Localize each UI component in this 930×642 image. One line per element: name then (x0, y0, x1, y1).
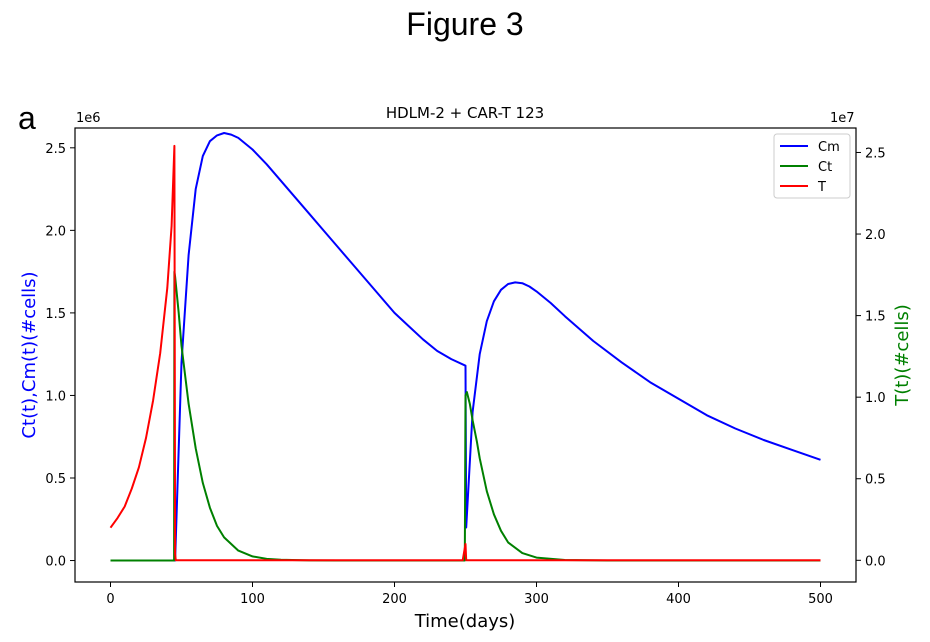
panel-letter: a (18, 100, 36, 136)
figure-title: Figure 3 (406, 6, 524, 42)
x-tick-label: 400 (666, 592, 691, 607)
x-tick-label: 0 (106, 592, 114, 607)
y-left-tick-label: 2.0 (45, 224, 66, 239)
chart-title: HDLM-2 + CAR-T 123 (386, 104, 544, 122)
y-left-tick-label: 1.0 (45, 389, 66, 404)
y-right-tick-label: 2.0 (865, 228, 886, 243)
left-axis-offset-label: 1e6 (76, 111, 101, 126)
legend-label-t: T (817, 180, 826, 195)
series-line-cm (110, 132, 821, 562)
legend-box (773, 133, 851, 199)
legend-label-ct: Ct (818, 160, 832, 175)
y-left-tick-label: 2.5 (45, 142, 66, 157)
x-tick-label: 300 (524, 592, 549, 607)
y-axis-left-title: Ct(t),Cm(t)(#cells) (19, 271, 40, 438)
right-axis-offset-label: 1e7 (830, 111, 855, 126)
y-left-tick-label: 0.5 (45, 472, 66, 487)
series-line-ct (110, 270, 821, 562)
x-tick-label: 100 (240, 592, 265, 607)
plot-frame (74, 127, 857, 583)
y-right-tick-label: 0.5 (865, 473, 886, 488)
y-right-tick-label: 0.0 (865, 554, 886, 569)
x-tick-label: 200 (382, 592, 407, 607)
plot-area: 0 100 200 300 400 500 0.0 0.5 1.0 1.5 2.0 2.5 0.0 0.5… (45, 127, 886, 607)
y-right-tick-label: 2.5 (865, 146, 886, 161)
x-axis-title: Time(days) (414, 611, 516, 632)
y-right-tick-label: 1.5 (865, 310, 886, 325)
y-right-tick-label: 1.0 (865, 391, 886, 406)
series-line-t (109, 144, 821, 562)
y-axis-right-title: T(t)(#cells) (892, 304, 913, 407)
y-left-tick-label: 1.5 (45, 307, 66, 322)
y-left-tick-label: 0.0 (45, 555, 66, 570)
x-tick-label: 500 (808, 592, 833, 607)
legend-label-cm: Cm (818, 140, 840, 155)
